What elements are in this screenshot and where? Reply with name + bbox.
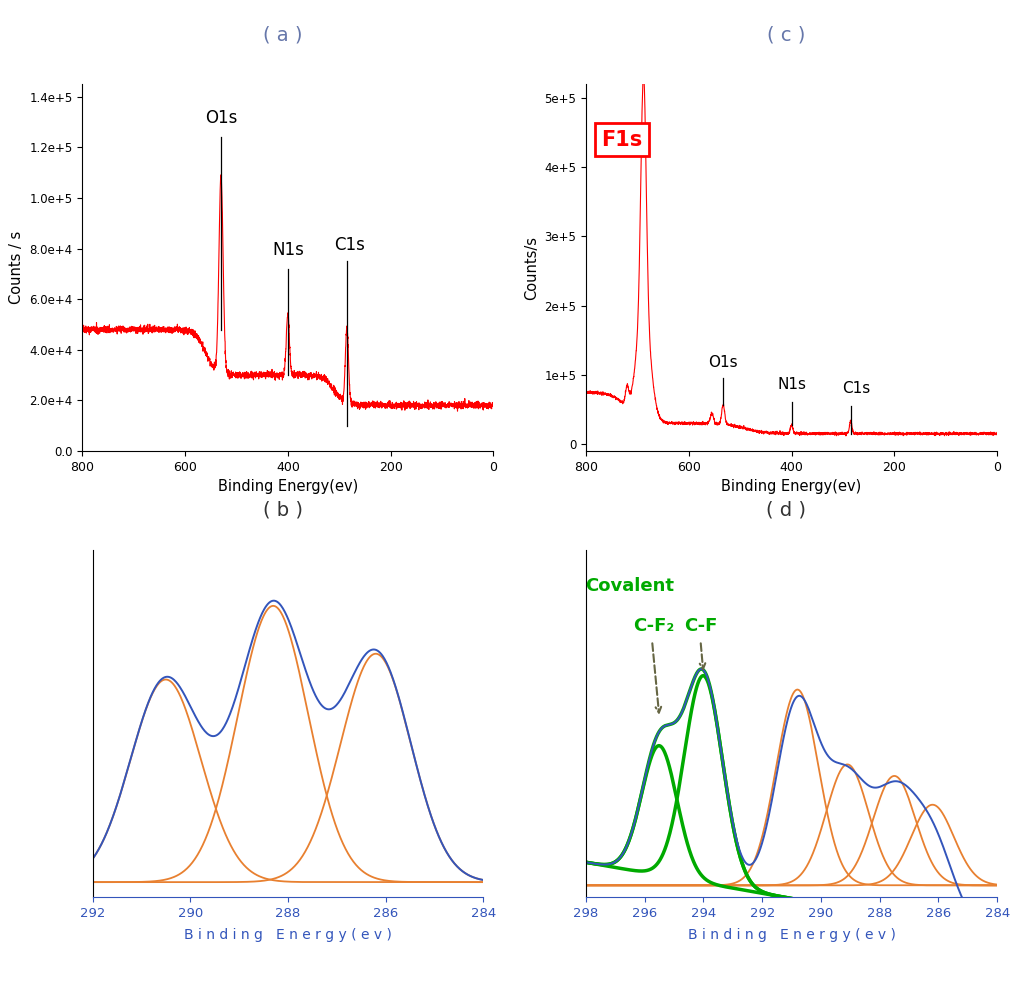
- Text: ( d ): ( d ): [767, 500, 806, 520]
- Y-axis label: Counts/s: Counts/s: [523, 236, 539, 299]
- Text: N1s: N1s: [777, 378, 806, 392]
- X-axis label: B i n d i n g   E n e r g y ( e v ): B i n d i n g E n e r g y ( e v ): [184, 928, 392, 941]
- Text: O1s: O1s: [708, 355, 738, 370]
- Text: O1s: O1s: [205, 109, 237, 127]
- Text: C-F₂: C-F₂: [633, 617, 674, 635]
- Text: C1s: C1s: [842, 381, 870, 395]
- Text: Covalent: Covalent: [586, 577, 674, 595]
- Text: F1s: F1s: [601, 130, 642, 150]
- Y-axis label: Counts / s: Counts / s: [8, 231, 24, 304]
- X-axis label: Binding Energy(ev): Binding Energy(ev): [722, 480, 861, 495]
- Text: ( c ): ( c ): [767, 25, 806, 45]
- Text: N1s: N1s: [271, 241, 304, 259]
- Text: C1s: C1s: [334, 236, 365, 254]
- X-axis label: B i n d i n g   E n e r g y ( e v ): B i n d i n g E n e r g y ( e v ): [688, 928, 895, 941]
- Text: C-F: C-F: [684, 617, 718, 635]
- Text: ( b ): ( b ): [263, 500, 302, 520]
- X-axis label: Binding Energy(ev): Binding Energy(ev): [218, 480, 358, 495]
- Text: ( a ): ( a ): [263, 25, 302, 45]
